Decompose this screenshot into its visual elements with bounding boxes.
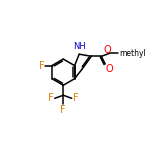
Text: NH: NH [73, 42, 86, 52]
Text: F: F [60, 105, 66, 115]
Text: F: F [48, 93, 54, 103]
Text: F: F [39, 61, 44, 71]
Text: methyl: methyl [119, 49, 146, 58]
Text: O: O [103, 45, 111, 55]
Text: F: F [73, 93, 78, 103]
Text: O: O [106, 64, 114, 74]
